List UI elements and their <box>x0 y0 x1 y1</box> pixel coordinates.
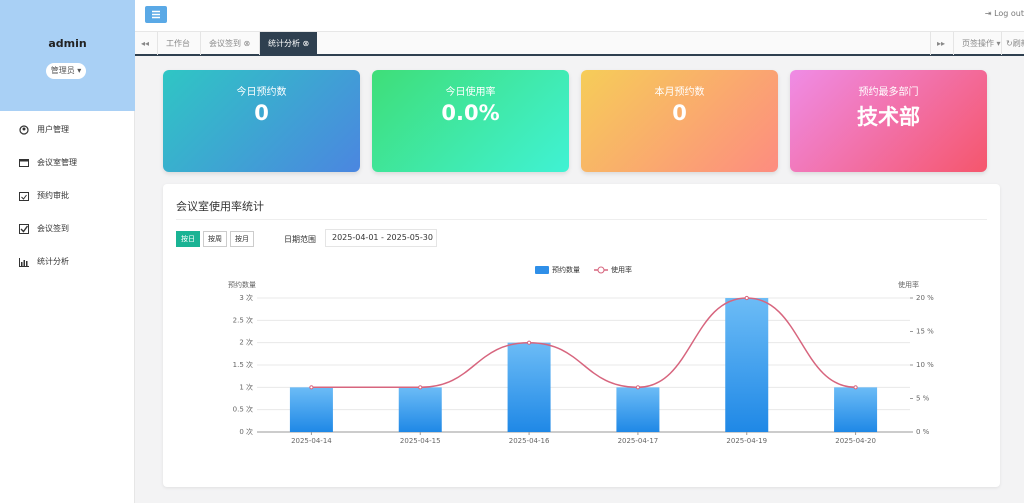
menu-label[interactable]: 预约审批 <box>37 191 69 200</box>
separator <box>176 219 987 220</box>
card-value: 0 <box>672 101 687 125</box>
refresh[interactable]: ↻刷新 <box>1001 32 1024 55</box>
role[interactable]: 管理员 <box>50 66 75 75</box>
stat-card: 预约最多部门 技术部 <box>790 70 987 172</box>
card-title: 预约最多部门 <box>858 87 919 98</box>
y2-axis-title: 使用率 <box>898 280 919 289</box>
legend-label: 使用率 <box>611 265 632 274</box>
x-tick-label: 2025-04-19 <box>726 437 767 445</box>
y-tick-label: 0.5 次 <box>233 405 253 414</box>
y2-tick-label: 10 % <box>916 361 934 369</box>
chart: 0 次 0.5 次 1 次 1.5 次 2 次 2.5 次 3 次 0 % 5 % 10 % 15 … <box>228 265 934 445</box>
range-button[interactable]: 按月 <box>230 231 254 247</box>
tab-next[interactable]: ▸▸ <box>930 32 951 55</box>
card-value: 技术部 <box>857 105 920 129</box>
bar <box>725 298 769 432</box>
panel-title: 会议室使用率统计 <box>176 200 264 213</box>
menu-item[interactable]: 预约审批 <box>0 184 135 208</box>
legend-label: 预约数量 <box>552 265 580 274</box>
tab[interactable]: 工作台 <box>157 32 198 55</box>
point <box>635 385 641 390</box>
y-axis-title: 预约数量 <box>228 280 256 289</box>
tab-label[interactable]: 工作台 <box>166 39 190 48</box>
date-label: 日期范围 <box>284 235 316 244</box>
chart-panel: 会议室使用率统计 按日 按周 按月 日期范围 2025-04-01 - 2025… <box>163 184 1000 487</box>
topbar: ⇥ Log out <box>135 0 1024 31</box>
x-tick-label: 2025-04-20 <box>835 437 876 445</box>
bar <box>507 342 551 432</box>
stat-card: 今日预约数 0 <box>163 70 360 172</box>
y2-tick-label: 5 % <box>916 395 930 403</box>
tab-actions[interactable]: 页签操作 ▾ <box>953 32 1009 55</box>
tab-prev[interactable]: ◂◂ <box>141 39 150 48</box>
profile: admin 管理员 ▾ <box>0 0 135 111</box>
y2-tick-label: 0 % <box>916 428 930 436</box>
point <box>853 385 858 390</box>
tab-active[interactable]: 统计分析 ⊗ <box>259 32 318 55</box>
y-tick-label: 1.5 次 <box>233 360 253 369</box>
menu-toggle[interactable] <box>145 6 167 23</box>
sidebar: admin 管理员 ▾ 用户管理 会议室管理 预约审批 会议签到 统计分析 <box>0 0 135 503</box>
tab-actions-label[interactable]: 页签操作 <box>962 39 994 48</box>
logout-label[interactable]: Log out <box>994 9 1024 18</box>
y-tick-label: 3 次 <box>239 293 253 302</box>
card-title: 今日预约数 <box>236 87 287 98</box>
tab[interactable]: 会议签到 ⊗ <box>200 32 258 55</box>
point <box>526 340 532 345</box>
x-tick-label: 2025-04-14 <box>291 437 332 445</box>
bar <box>289 387 333 432</box>
date-input[interactable]: 2025-04-01 - 2025-05-30 <box>325 229 437 247</box>
bar <box>616 387 660 432</box>
card-title: 本月预约数 <box>654 87 705 98</box>
menu-item[interactable]: 统计分析 <box>0 250 135 274</box>
stat-card: 今日使用率 0.0% <box>372 70 569 172</box>
y2-tick-label: 20 % <box>916 294 934 302</box>
stat-card: 本月预约数 0 <box>581 70 778 172</box>
logout[interactable]: ⇥ Log out <box>984 9 1024 18</box>
legend-swatch <box>597 266 605 274</box>
menu-item[interactable]: 用户管理 <box>0 118 135 142</box>
x-tick-label: 2025-04-17 <box>618 437 659 445</box>
tab-bar: ◂◂ 工作台 会议签到 ⊗ 统计分析 ⊗ ▸▸ 页签操作 ▾ ↻刷新 <box>135 31 1024 56</box>
x-tick-label: 2025-04-15 <box>400 437 441 445</box>
menu-item[interactable]: 会议签到 <box>0 217 135 241</box>
refresh-label[interactable]: 刷新 <box>1012 39 1024 48</box>
y-tick-label: 1 次 <box>239 382 253 391</box>
menu-label[interactable]: 会议签到 <box>37 224 69 233</box>
card-title: 今日使用率 <box>445 87 496 98</box>
y-tick-label: 2.5 次 <box>233 315 253 324</box>
legend-swatch <box>535 266 549 274</box>
tab-label[interactable]: 会议签到 <box>209 39 241 48</box>
username: admin <box>48 37 87 50</box>
range-button[interactable]: 按周 <box>203 231 227 247</box>
y2-tick-label: 15 % <box>916 328 934 336</box>
point <box>309 385 314 390</box>
y-tick-label: 0 次 <box>239 427 253 436</box>
menu-label[interactable]: 会议室管理 <box>37 158 77 167</box>
card-value: 0.0% <box>441 101 500 125</box>
y-tick-label: 2 次 <box>239 338 253 347</box>
tab-label[interactable]: 统计分析 <box>268 39 300 48</box>
range-button[interactable]: 按日 <box>176 231 200 247</box>
bar <box>834 387 878 432</box>
role-dropdown[interactable]: 管理员 ▾ <box>46 63 86 79</box>
menu-label[interactable]: 用户管理 <box>37 125 69 134</box>
point <box>744 295 749 301</box>
menu-item[interactable]: 会议室管理 <box>0 151 135 175</box>
point <box>418 385 423 390</box>
menu-label[interactable]: 统计分析 <box>37 257 69 266</box>
x-tick-label: 2025-04-16 <box>509 437 550 445</box>
bar <box>398 387 442 432</box>
card-value: 0 <box>254 101 269 125</box>
